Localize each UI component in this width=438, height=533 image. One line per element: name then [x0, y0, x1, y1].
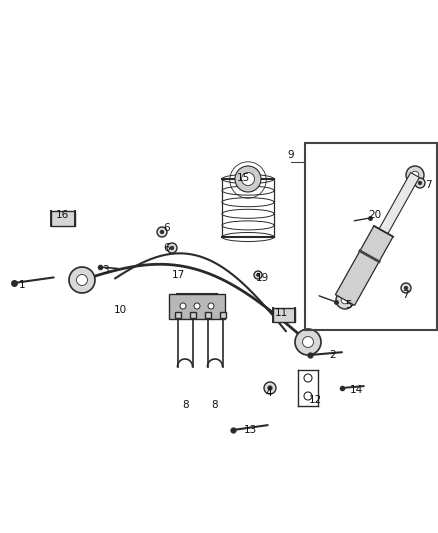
Circle shape [194, 303, 200, 309]
Text: 8: 8 [183, 400, 189, 410]
Circle shape [341, 296, 349, 304]
Text: 20: 20 [368, 210, 381, 220]
Text: 8: 8 [212, 400, 218, 410]
Text: 11: 11 [274, 308, 288, 318]
Circle shape [208, 303, 214, 309]
Circle shape [336, 291, 354, 309]
Circle shape [406, 166, 424, 184]
Text: 5: 5 [345, 300, 351, 310]
Circle shape [304, 374, 312, 382]
Circle shape [180, 303, 186, 309]
Text: 17: 17 [171, 270, 185, 280]
Circle shape [411, 171, 419, 179]
Polygon shape [336, 226, 393, 305]
Text: 19: 19 [255, 273, 268, 283]
Circle shape [264, 382, 276, 394]
Circle shape [157, 227, 167, 237]
Circle shape [257, 273, 260, 277]
Polygon shape [379, 173, 419, 233]
Text: 16: 16 [55, 210, 69, 220]
Text: 6: 6 [164, 243, 170, 253]
Text: 12: 12 [308, 395, 321, 405]
Text: 4: 4 [266, 388, 272, 398]
Circle shape [167, 243, 177, 253]
Circle shape [401, 283, 411, 293]
Circle shape [303, 336, 314, 348]
Bar [174, 312, 180, 318]
Text: 7: 7 [402, 290, 408, 300]
Bar [169, 294, 225, 319]
Bar [305, 143, 437, 330]
Circle shape [268, 386, 272, 390]
Circle shape [160, 230, 164, 234]
Text: 10: 10 [113, 305, 127, 315]
Text: 9: 9 [288, 150, 294, 160]
Text: 1: 1 [19, 280, 25, 290]
Bar [190, 312, 195, 318]
Text: 13: 13 [244, 425, 257, 435]
Text: 14: 14 [350, 385, 363, 395]
Circle shape [304, 392, 312, 400]
Text: 6: 6 [164, 223, 170, 233]
Circle shape [418, 181, 422, 185]
Circle shape [295, 329, 321, 355]
Bar [205, 312, 211, 318]
Bar [273, 308, 295, 322]
Bar [219, 312, 226, 318]
Circle shape [69, 267, 95, 293]
Circle shape [415, 178, 425, 188]
Bar [51, 211, 75, 225]
Text: 7: 7 [425, 180, 431, 190]
Text: 3: 3 [102, 265, 108, 275]
Circle shape [404, 286, 408, 290]
Text: 2: 2 [330, 350, 336, 360]
Text: 15: 15 [237, 173, 250, 183]
Circle shape [254, 271, 262, 279]
Circle shape [235, 166, 261, 192]
Circle shape [170, 246, 174, 250]
Circle shape [241, 173, 254, 185]
Circle shape [77, 274, 88, 286]
